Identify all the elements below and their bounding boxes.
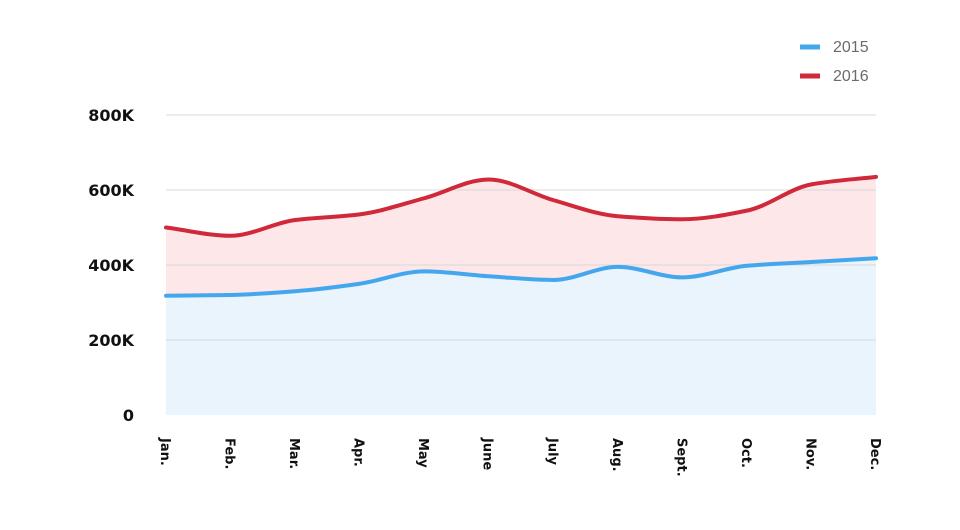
y-tick-label: 800K — [88, 106, 134, 125]
y-tick-label: 600K — [88, 181, 134, 200]
series-fills — [166, 176, 876, 415]
x-tick-label: June — [480, 437, 495, 470]
x-axis-ticks: Jan. Feb. Mar. Apr. May June July Aug. Sept. Oct.… — [157, 437, 882, 477]
series-line-2015 — [164, 256, 878, 298]
series-lines — [164, 174, 878, 298]
x-tick-label: Nov. — [802, 438, 817, 470]
x-tick-label: July — [544, 437, 559, 466]
x-tick-label: Feb. — [222, 438, 237, 469]
x-tick-label: Mar. — [286, 438, 301, 469]
y-tick-label: 400K — [88, 256, 134, 275]
series-line-2016 — [164, 174, 878, 238]
x-tick-label: Aug. — [609, 438, 624, 472]
x-tick-label: Jan. — [157, 437, 172, 466]
x-tick-label: Sept. — [673, 438, 688, 477]
legend-label-2016: 2016 — [833, 68, 869, 85]
x-tick-label: Dec. — [867, 438, 882, 470]
area-fill-2015 — [166, 258, 876, 415]
legend: 2015 2016 — [800, 39, 869, 85]
x-tick-label: May — [415, 438, 430, 468]
y-axis-ticks: 0 200K 400K 600K 800K — [88, 106, 134, 425]
y-tick-label: 200K — [88, 331, 134, 350]
y-tick-label: 0 — [123, 406, 134, 425]
x-tick-label: Apr. — [351, 438, 366, 467]
legend-label-2015: 2015 — [833, 39, 869, 56]
x-tick-label: Oct. — [738, 438, 753, 468]
